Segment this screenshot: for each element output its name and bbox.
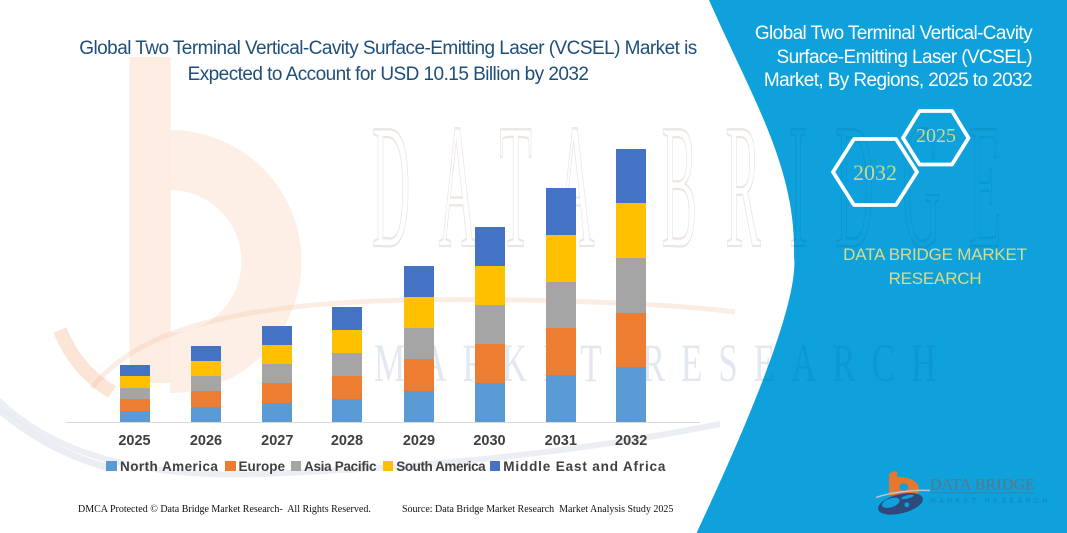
svg-text:MARKET RESEARCH: MARKET RESEARCH [930, 498, 1051, 505]
svg-text:DATA BRIDGE: DATA BRIDGE [930, 477, 1035, 494]
